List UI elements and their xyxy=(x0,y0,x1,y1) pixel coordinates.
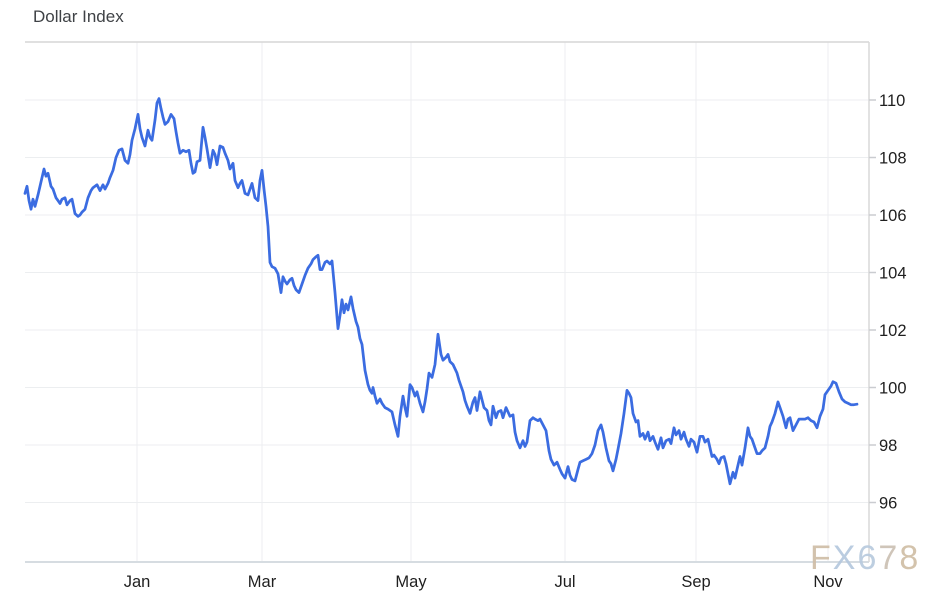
plot-border xyxy=(25,41,870,563)
x-axis-label: May xyxy=(395,573,427,591)
x-axis-labels: Jan Mar May Jul Sep Nov xyxy=(124,573,844,591)
x-axis-label: Sep xyxy=(681,573,710,591)
y-axis-label: 102 xyxy=(879,322,907,340)
vertical-gridlines xyxy=(136,42,829,562)
y-axis-tick-marks xyxy=(869,99,876,504)
y-axis-labels: 110 108 106 104 102 100 98 96 xyxy=(879,92,907,513)
x-axis-label: Mar xyxy=(248,573,277,591)
y-axis-label: 106 xyxy=(879,207,907,225)
y-axis-label: 100 xyxy=(879,380,907,398)
y-axis-label: 98 xyxy=(879,437,897,455)
x-axis-label: Jul xyxy=(554,573,575,591)
dollar-index-line[interactable] xyxy=(23,97,859,486)
y-axis-label: 110 xyxy=(879,92,905,110)
x-axis-label: Nov xyxy=(813,573,843,591)
y-axis-label: 108 xyxy=(879,150,907,168)
page-title: Dollar Index xyxy=(33,7,124,26)
horizontal-gridlines xyxy=(25,99,869,503)
x-axis-label: Jan xyxy=(124,573,151,591)
y-axis-label: 96 xyxy=(879,495,897,513)
y-axis-label: 104 xyxy=(879,265,907,283)
